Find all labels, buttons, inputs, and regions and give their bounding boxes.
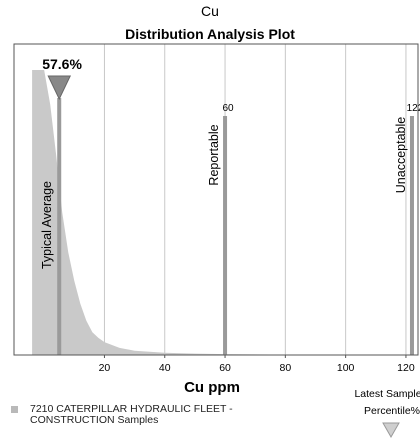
latest-sample-label-line1: Latest Sample	[354, 388, 420, 400]
threshold-bar-unacceptable	[409, 116, 414, 355]
chart-title: Distribution Analysis Plot	[125, 26, 295, 42]
plot-area: 57.6%Typical Average60Reportable122Unacc…	[13, 43, 420, 374]
x-tick-label: 40	[159, 362, 171, 374]
legend-text: 7210 CATERPILLAR HYDRAULIC FLEET - CONST…	[30, 403, 233, 426]
legend-swatch	[11, 406, 18, 413]
typical-average-percent: 57.6%	[42, 56, 82, 72]
typical-average-label: Typical Average	[40, 181, 54, 269]
threshold-bar-reportable	[223, 116, 228, 355]
x-tick-label: 120	[397, 362, 415, 374]
latest-sample-label-line2: Percentile%	[364, 405, 420, 417]
x-tick-label: 20	[99, 362, 111, 374]
legend: 7210 CATERPILLAR HYDRAULIC FLEET - CONST…	[11, 403, 280, 426]
x-tick-label: 100	[337, 362, 355, 374]
threshold-value-unacceptable: 122	[407, 103, 420, 114]
plot-frame	[13, 43, 419, 356]
threshold-label-unacceptable: Unacceptable	[394, 117, 408, 193]
threshold-label-reportable: Reportable	[207, 124, 221, 185]
typical-average-bar	[57, 98, 62, 355]
plot-background	[14, 44, 418, 355]
typical-average-marker-icon	[47, 75, 72, 101]
element-title: Cu	[201, 3, 219, 19]
x-tick-label: 60	[219, 362, 231, 374]
latest-sample-marker-icon	[382, 422, 400, 439]
x-axis-label: Cu ppm	[184, 379, 240, 396]
threshold-value-reportable: 60	[222, 103, 234, 114]
x-tick-label: 80	[279, 362, 291, 374]
distribution-area	[32, 70, 406, 355]
